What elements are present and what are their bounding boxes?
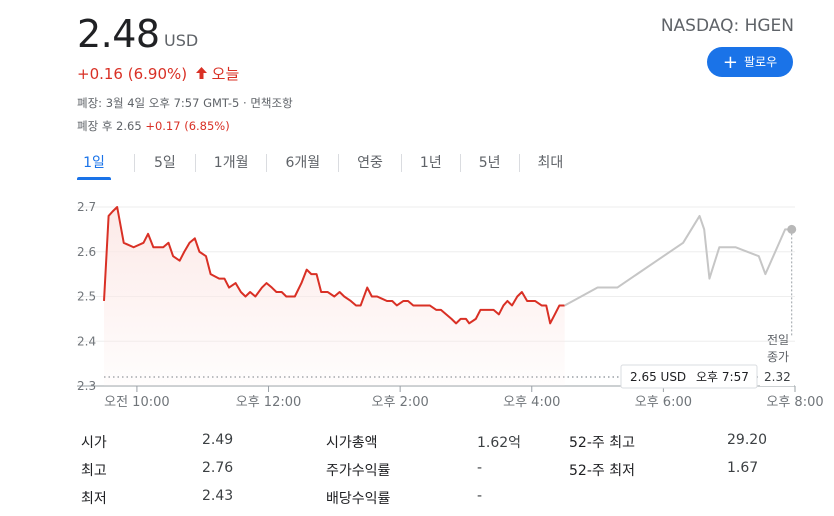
stat-value: 1.67: [727, 460, 759, 476]
x-tick-label: 오후 12:00: [236, 395, 302, 410]
price-change-value: +0.16 (6.90%): [77, 65, 188, 83]
stat-row: 시가 2.49: [81, 432, 241, 460]
y-tick-label: 2.3: [77, 379, 96, 393]
stat-row: 52-주 최고 29.20: [569, 432, 799, 460]
tab-divider: [518, 154, 520, 172]
previous-close-value-bg: [760, 366, 794, 386]
tab-divider: [459, 154, 461, 172]
close-info: 폐장: 3월 4일 오후 7:57 GMT-5 · 면책조항: [77, 96, 293, 110]
after-hours-line: [564, 214, 792, 307]
stat-label: 주가수익률: [326, 463, 391, 479]
stat-label: 52-주 최고: [569, 435, 635, 451]
tab-divider: [266, 154, 268, 172]
stat-value: 2.49: [202, 432, 234, 448]
stats-col-2: 시가총액 1.62억 주가수익률 - 배당수익률 -: [326, 432, 526, 516]
stats-col-3: 52-주 최고 29.20 52-주 최저 1.67: [569, 432, 799, 488]
after-hours-info: 폐장 후 2.65 +0.17 (6.85%): [77, 118, 230, 134]
tab-5d[interactable]: 5일: [154, 155, 176, 171]
x-tick-label: 오전 10:00: [104, 395, 170, 410]
tab-5y[interactable]: 5년: [478, 155, 501, 171]
stat-label: 최고: [81, 463, 107, 479]
tooltip-time: 오후 7:57: [696, 370, 749, 384]
y-tick-label: 2.6: [77, 245, 96, 259]
cursor-point: [787, 224, 797, 234]
price-chart[interactable]: 2.72.62.52.42.3 오전 10:00 오후 12:00 오후 2:00 오…: [0, 0, 834, 420]
hover-tooltip: 2.65 USD 오후 7:57: [620, 364, 758, 389]
tab-max[interactable]: 최대: [537, 155, 564, 171]
y-tick-label: 2.5: [77, 290, 96, 304]
stat-label: 최저: [81, 491, 107, 507]
stat-value: 2.43: [202, 488, 234, 504]
previous-close-label: 종가: [767, 350, 789, 364]
x-axis-ticks: 오전 10:00 오후 12:00 오후 2:00 오후 4:00 오후 6:00 오후 …: [104, 386, 824, 410]
stat-label: 52-주 최저: [569, 463, 635, 479]
x-tick-label: 오후 2:00: [372, 395, 429, 410]
y-tick-label: 2.7: [77, 200, 96, 214]
tab-divider: [400, 154, 402, 172]
tab-1d[interactable]: 1일: [77, 148, 111, 180]
plus-icon: +: [722, 52, 738, 73]
previous-close-label: 전일: [767, 333, 789, 347]
tab-1m[interactable]: 1개월: [213, 155, 249, 171]
arrow-up-icon: [195, 65, 207, 83]
tab-1y[interactable]: 1년: [419, 155, 442, 171]
stat-row: 최고 2.76: [81, 460, 241, 488]
stat-row: 시가총액 1.62억: [326, 432, 526, 460]
stat-row: 최저 2.43: [81, 488, 241, 516]
y-axis-ticks: 2.7 2.6 2.5 2.4 2.3: [77, 200, 96, 393]
regular-session-line: [103, 206, 565, 325]
currency-label: USD: [164, 31, 199, 50]
ticker-symbol: NASDAQ: HGEN: [660, 16, 794, 36]
stat-label: 시가총액: [326, 435, 378, 451]
stock-price: 2.48: [77, 12, 160, 56]
stat-label: 배당수익률: [326, 491, 391, 507]
stat-value: 1.62억: [477, 435, 522, 451]
tab-6m[interactable]: 6개월: [285, 155, 321, 171]
tab-ytd[interactable]: 연중: [357, 155, 383, 171]
stat-value: 29.20: [727, 432, 768, 448]
price-change-period: 오늘: [211, 65, 240, 83]
price-change: +0.16 (6.90%) 오늘: [77, 63, 239, 84]
tooltip-box: [620, 364, 758, 389]
y-tick-label: 2.4: [77, 334, 96, 348]
stat-row: 배당수익률 -: [326, 488, 526, 516]
x-tick-label: 오후 6:00: [635, 395, 692, 410]
chart-line-layer: [103, 206, 797, 325]
tab-divider: [134, 154, 135, 172]
after-hours-label: 폐장 후 2.65: [77, 119, 142, 133]
follow-label: 팔로우: [743, 55, 778, 69]
range-tabs: 1일 5일 1개월 6개월 연중 1년 5년 최대: [77, 148, 564, 180]
previous-close-value: 2.32: [764, 370, 791, 384]
tab-divider: [338, 154, 340, 172]
x-tick-label: 오후 4:00: [503, 395, 560, 410]
stat-value: -: [477, 488, 483, 504]
stats-col-1: 시가 2.49 최고 2.76 최저 2.43: [81, 432, 241, 516]
x-tick-label: 오후 8:00: [766, 395, 823, 410]
stat-label: 시가: [81, 435, 107, 451]
stat-row: 주가수익률 -: [326, 460, 526, 488]
after-hours-change: +0.17 (6.85%): [145, 119, 230, 133]
stat-value: 2.76: [202, 460, 234, 476]
stat-value: -: [477, 460, 483, 476]
stat-row: 52-주 최저 1.67: [569, 460, 799, 488]
follow-button[interactable]: + 팔로우: [707, 47, 793, 77]
tab-divider: [194, 154, 196, 172]
tooltip-price: 2.65 USD: [630, 370, 686, 384]
